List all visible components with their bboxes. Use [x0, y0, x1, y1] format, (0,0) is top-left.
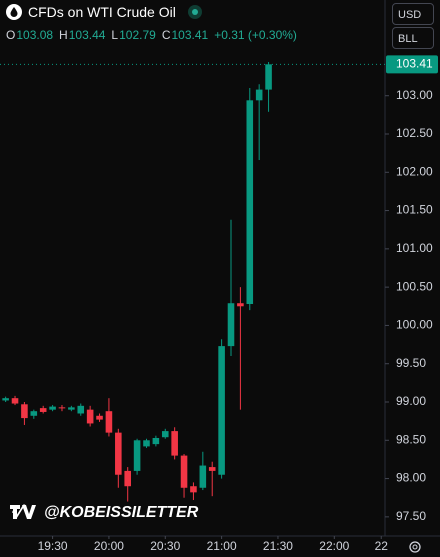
candle-body: [2, 398, 9, 401]
ohlc-key: C: [161, 28, 171, 42]
candle-body: [58, 407, 66, 409]
x-tick-label: 22:00: [319, 539, 349, 553]
ohlc-item: C103.41: [162, 28, 208, 42]
symbol-icon: [6, 4, 22, 20]
candle-body: [11, 398, 19, 404]
y-tick-label: 102.00: [396, 164, 433, 178]
y-tick-label: 101.50: [396, 203, 433, 217]
candle-body: [105, 411, 113, 433]
y-tick-label: 103.00: [396, 88, 433, 102]
unit-select[interactable]: BLL: [392, 27, 434, 49]
ohlc-item: H103.44: [59, 28, 105, 42]
y-tick-label: 100.00: [396, 318, 433, 332]
candle-body: [86, 409, 94, 424]
candle-body: [30, 411, 38, 416]
x-tick-label: 19:30: [38, 539, 68, 553]
ohlc-legend: O103.08 H103.44 L102.79 C103.41 +0.31 (+0.30…: [6, 28, 297, 42]
candle-body: [246, 100, 254, 304]
y-tick-label: 101.00: [396, 241, 433, 255]
candle-body: [199, 465, 207, 488]
ohlc-key: O: [6, 28, 16, 42]
x-tick-label: 20:30: [150, 539, 180, 553]
candle-body: [21, 404, 28, 419]
candle-body: [49, 406, 56, 410]
watermark-text: @KOBEISSILETTER: [44, 504, 199, 521]
watermark: ⁷⁄ @KOBEISSILETTER: [10, 501, 199, 523]
settings-icon[interactable]: [412, 544, 418, 550]
x-tick-label: 20:00: [94, 539, 124, 553]
candle-body: [143, 440, 150, 447]
y-tick-label: 100.50: [396, 279, 433, 293]
ohlc-item: O103.08: [6, 28, 53, 42]
y-tick-label: 97.50: [396, 509, 426, 523]
settings-icon[interactable]: [409, 541, 421, 553]
ohlc-value: 103.41: [171, 28, 209, 42]
candle-body: [265, 64, 272, 90]
ohlc-value: 102.79: [119, 28, 156, 42]
candle-body: [68, 407, 75, 410]
y-tick-label: 99.50: [396, 356, 426, 370]
ohlc-item: L102.79: [111, 28, 155, 42]
symbol-header: CFDs on WTI Crude Oil: [6, 4, 202, 20]
settings-icon[interactable]: [409, 541, 421, 553]
candle-body: [218, 346, 225, 475]
currency-select[interactable]: USD: [392, 3, 434, 25]
candle-body: [124, 470, 131, 487]
ohlc-key: H: [59, 28, 68, 42]
x-tick-label: 22: [375, 539, 389, 553]
x-tick-label: 21:30: [263, 539, 293, 553]
candle-body: [161, 431, 169, 438]
candle-body: [133, 440, 141, 471]
candle-body: [77, 405, 85, 414]
candle-body: [208, 467, 216, 471]
candle-body: [237, 303, 244, 307]
y-tick-label: 98.50: [396, 432, 426, 446]
x-tick-label: 21:00: [207, 539, 237, 553]
market-status: [187, 5, 202, 19]
candle-body: [227, 303, 235, 347]
y-tick-label: 98.00: [396, 471, 426, 485]
ohlc-change: +0.31 (+0.30%): [214, 28, 297, 42]
watermark-logo: ⁷⁄: [10, 501, 26, 523]
ohlc-value: 103.08: [16, 28, 54, 42]
ohlc-value: 103.44: [68, 28, 106, 42]
candle-body: [152, 437, 160, 445]
last-price-label: 103.41: [396, 56, 433, 70]
candle-body: [255, 89, 263, 101]
last-price-box: [386, 55, 438, 74]
candle-body: [171, 431, 178, 456]
watermark-logo: [10, 505, 36, 519]
market-status: [191, 9, 198, 15]
candle-body: [39, 408, 47, 412]
candle-body: [96, 415, 103, 420]
candle-body: [180, 455, 188, 488]
y-tick-label: 99.00: [396, 394, 426, 408]
y-tick-label: 102.50: [396, 126, 433, 140]
symbol-title: CFDs on WTI Crude Oil: [28, 4, 176, 20]
candle-body: [115, 432, 122, 475]
symbol-icon: [10, 7, 18, 17]
ohlc-key: L: [111, 28, 119, 42]
candle-body: [190, 486, 197, 493]
